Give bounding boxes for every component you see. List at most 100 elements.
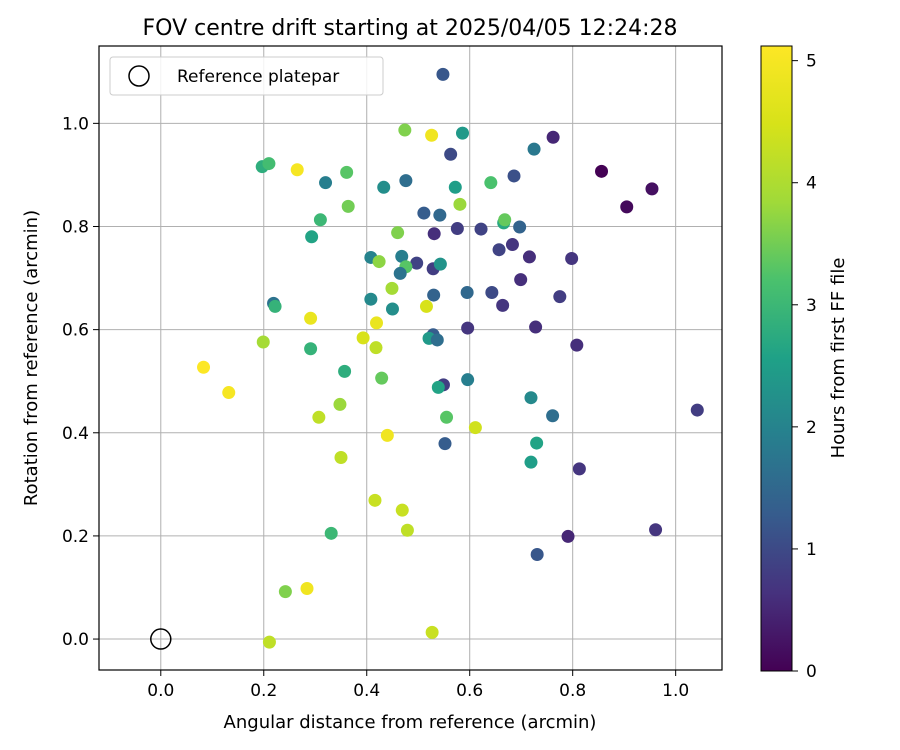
data-point (375, 371, 389, 385)
data-point (338, 364, 352, 378)
data-point (485, 286, 499, 300)
data-point (262, 635, 276, 649)
data-point (290, 163, 304, 177)
data-point (522, 250, 536, 264)
data-point (419, 299, 433, 313)
data-point (461, 321, 475, 335)
y-axis-ticks: 0.0 0.2 0.4 0.6 0.8 1.0 (62, 114, 99, 650)
data-point (222, 386, 236, 400)
data-point (461, 373, 475, 387)
data-point (484, 176, 498, 190)
data-point (304, 311, 318, 325)
data-point (553, 290, 567, 304)
data-points (197, 67, 704, 649)
data-point (645, 182, 659, 196)
data-point (393, 266, 407, 280)
data-point (197, 360, 211, 374)
data-point (410, 256, 424, 270)
grid-lines (99, 46, 722, 670)
data-point (505, 238, 519, 252)
data-point (436, 67, 450, 81)
colorbar-tick-label: 3 (806, 296, 817, 316)
y-tick-label: 1.0 (62, 114, 89, 134)
data-point (369, 341, 383, 355)
data-point (427, 227, 441, 241)
data-point (595, 164, 609, 178)
data-point (304, 342, 318, 356)
x-axis-title: Angular distance from reference (arcmin) (224, 712, 597, 733)
data-point (395, 249, 409, 263)
data-point (370, 316, 384, 330)
data-point (319, 176, 333, 190)
y-tick-label: 0.2 (62, 527, 89, 547)
data-point (546, 409, 560, 423)
data-point (444, 147, 458, 161)
data-point (417, 206, 431, 220)
y-tick-label: 0.6 (62, 321, 89, 341)
data-point (438, 437, 452, 451)
plot-frame (98, 45, 723, 671)
colorbar: 0 1 2 3 4 5 Hours from first FF file (760, 45, 849, 682)
x-tick-label: 0.2 (250, 681, 277, 701)
data-point (364, 292, 378, 306)
data-point (391, 226, 405, 240)
x-tick-label: 0.6 (456, 681, 483, 701)
data-point (430, 333, 444, 347)
colorbar-gradient (760, 45, 793, 672)
data-point (565, 251, 579, 265)
x-tick-label: 0.4 (353, 681, 380, 701)
data-point (334, 451, 348, 465)
data-point (313, 213, 327, 227)
data-point (433, 257, 447, 271)
colorbar-ticks: 0 1 2 3 4 5 (792, 52, 817, 682)
data-point (385, 281, 399, 295)
legend: Reference platepar (109, 56, 384, 96)
data-point (513, 220, 527, 234)
data-point (399, 174, 413, 188)
data-point (450, 222, 464, 236)
x-tick-label: 0.0 (147, 681, 174, 701)
data-point (300, 582, 314, 596)
data-point (380, 428, 394, 442)
data-point (524, 455, 538, 469)
data-point (440, 410, 454, 424)
y-tick-label: 0.4 (62, 424, 89, 444)
data-point (400, 523, 414, 537)
data-point (268, 299, 282, 313)
data-point (649, 523, 663, 537)
data-point (333, 397, 347, 411)
data-point (368, 493, 382, 507)
colorbar-tick-label: 2 (806, 418, 817, 438)
data-point (377, 180, 391, 194)
data-point (312, 410, 326, 424)
y-axis-title: Rotation from reference (arcmin) (21, 210, 42, 506)
data-point (372, 255, 386, 269)
data-point (431, 380, 445, 394)
data-point (524, 391, 538, 405)
data-point (507, 169, 521, 183)
data-point (278, 585, 292, 599)
x-tick-label: 0.8 (559, 681, 586, 701)
colorbar-tick-label: 5 (806, 52, 817, 72)
data-point (530, 436, 544, 450)
data-point (514, 273, 528, 287)
data-point (340, 165, 354, 179)
data-point (527, 142, 541, 156)
x-tick-label: 1.0 (662, 681, 689, 701)
data-point (256, 335, 270, 349)
data-point (356, 331, 370, 345)
data-point (498, 213, 512, 227)
data-point (305, 230, 319, 244)
data-point (570, 338, 584, 352)
data-point (324, 526, 338, 540)
data-point (395, 503, 409, 517)
data-point (529, 320, 543, 334)
data-point (433, 208, 447, 222)
x-axis-ticks: 0.0 0.2 0.4 0.6 0.8 1.0 (147, 670, 689, 701)
data-point (425, 128, 439, 142)
colorbar-title: Hours from first FF file (828, 258, 849, 459)
data-point (492, 243, 506, 257)
colorbar-tick-label: 4 (806, 174, 817, 194)
data-point (468, 421, 482, 435)
